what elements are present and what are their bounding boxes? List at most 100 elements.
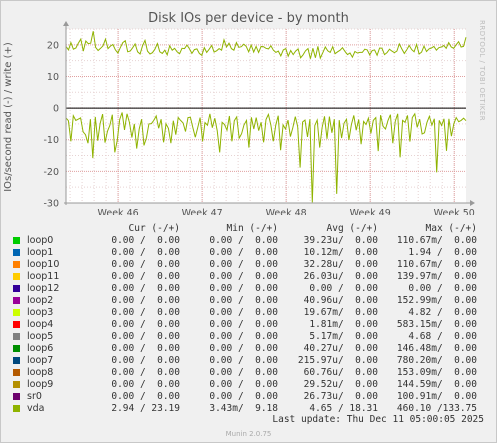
legend-max: 110.67m/ 0.00 xyxy=(396,259,477,270)
legend-min: 0.00 / 0.00 xyxy=(209,343,278,354)
legend-row: vda 2.94 / 23.19 3.43m/ 9.18 4.65 / 18.31 46… xyxy=(0,403,497,415)
legend-row: loop12 0.00 / 0.00 0.00 / 0.00 0.00 / 0.00 0… xyxy=(0,283,497,295)
legend-min: 0.00 / 0.00 xyxy=(209,259,278,270)
legend-swatch xyxy=(13,261,20,268)
legend-row: loop6 0.00 / 0.00 0.00 / 0.00 40.27u/ 0.00 1… xyxy=(0,343,497,355)
legend-swatch xyxy=(13,357,20,364)
legend-cur: 0.00 / 0.00 xyxy=(111,283,180,294)
legend-cur: 0.00 / 0.00 xyxy=(111,271,180,282)
y-tick-label: 0 xyxy=(53,104,59,115)
legend-cur: 0.00 / 0.00 xyxy=(111,307,180,318)
legend-row: loop5 0.00 / 0.00 0.00 / 0.00 5.17m/ 0.00 4.… xyxy=(0,331,497,343)
legend-name: loop12 xyxy=(27,283,60,294)
legend-avg: 26.03u/ 0.00 xyxy=(303,271,378,282)
legend-max: 0.00 / 0.00 xyxy=(408,283,477,294)
legend-min: 0.00 / 0.00 xyxy=(209,379,278,390)
legend-row: loop11 0.00 / 0.00 0.00 / 0.00 26.03u/ 0.00… xyxy=(0,271,497,283)
legend-swatch xyxy=(13,249,20,256)
legend-avg: 1.81m/ 0.00 xyxy=(309,319,378,330)
legend-swatch xyxy=(13,285,20,292)
plot-area xyxy=(66,29,466,203)
series-line-vda-read xyxy=(65,112,467,203)
legend-max: 583.15m/ 0.00 xyxy=(396,319,477,330)
legend-max: 460.10 /133.75 xyxy=(396,403,477,414)
legend-cur: 0.00 / 0.00 xyxy=(111,331,180,342)
legend-min: 0.00 / 0.00 xyxy=(209,319,278,330)
legend-avg: 10.12m/ 0.00 xyxy=(303,247,378,258)
legend-max: 144.59m/ 0.00 xyxy=(396,379,477,390)
legend-header: Cur (-/+) Min (-/+) Avg (-/+) Max (-/+) xyxy=(0,223,477,235)
legend-name: loop10 xyxy=(27,259,60,270)
legend-min: 0.00 / 0.00 xyxy=(209,367,278,378)
legend-swatch xyxy=(13,345,20,352)
legend-row: loop2 0.00 / 0.00 0.00 / 0.00 40.96u/ 0.00 1… xyxy=(0,295,497,307)
legend-swatch xyxy=(13,237,20,244)
legend-cur: 0.00 / 0.00 xyxy=(111,259,180,270)
legend-cur: 0.00 / 0.00 xyxy=(111,379,180,390)
legend-avg: 29.52u/ 0.00 xyxy=(303,379,378,390)
legend-avg: 32.28u/ 0.00 xyxy=(303,259,378,270)
last-update: Last update: Thu Dec 11 05:00:05 2025 xyxy=(272,414,484,425)
legend-max: 100.91m/ 0.00 xyxy=(396,391,477,402)
x-tick-labels: Week 46 Week 47 Week 48 Week 49 Week 50 xyxy=(98,208,475,215)
legend-cur: 0.00 / 0.00 xyxy=(111,391,180,402)
legend-min: 0.00 / 0.00 xyxy=(209,391,278,402)
legend-max: 1.94 / 0.00 xyxy=(408,247,477,258)
chart-title: Disk IOs per device - by month xyxy=(148,11,349,26)
legend-header-avg: Avg (-/+) xyxy=(326,223,378,234)
legend-name: sr0 xyxy=(27,391,42,402)
legend-min: 0.00 / 0.00 xyxy=(209,307,278,318)
legend-row: loop8 0.00 / 0.00 0.00 / 0.00 60.76u/ 0.00 1… xyxy=(0,367,497,379)
legend-min: 0.00 / 0.00 xyxy=(209,295,278,306)
legend-cur: 0.00 / 0.00 xyxy=(111,367,180,378)
legend-swatch xyxy=(13,309,20,316)
legend-cur: 0.00 / 0.00 xyxy=(111,355,180,366)
y-tick-labels: -30 -20 -10 0 10 20 xyxy=(43,40,59,209)
legend-name: loop7 xyxy=(27,355,54,366)
legend-row: loop4 0.00 / 0.00 0.00 / 0.00 1.81m/ 0.00 58… xyxy=(0,319,497,331)
legend-avg: 0.00 / 0.00 xyxy=(309,283,378,294)
legend-cur: 2.94 / 23.19 xyxy=(111,403,180,414)
legend-max: 780.20m/ 0.00 xyxy=(396,355,477,366)
legend-swatch xyxy=(13,405,20,412)
legend-name: loop9 xyxy=(27,379,54,390)
legend-swatch xyxy=(13,321,20,328)
legend-row: loop7 0.00 / 0.00 0.00 / 0.00 215.97u/ 0.00… xyxy=(0,355,497,367)
legend-avg: 40.27u/ 0.00 xyxy=(303,343,378,354)
y-tick-label: 20 xyxy=(47,40,59,51)
legend-name: loop11 xyxy=(27,271,60,282)
legend-max: 146.48m/ 0.00 xyxy=(396,343,477,354)
x-tick-label: Week 46 xyxy=(98,208,139,215)
legend-min: 0.00 / 0.00 xyxy=(209,247,278,258)
legend-max: 153.09m/ 0.00 xyxy=(396,367,477,378)
legend-cur: 0.00 / 0.00 xyxy=(111,247,180,258)
legend-cur: 0.00 / 0.00 xyxy=(111,319,180,330)
legend-max: 152.99m/ 0.00 xyxy=(396,295,477,306)
legend-swatch xyxy=(13,369,20,376)
legend-swatch xyxy=(13,273,20,280)
legend-name: vda xyxy=(27,403,45,414)
y-tick-label: -30 xyxy=(43,199,59,210)
legend-swatch xyxy=(13,297,20,304)
legend-swatch xyxy=(13,333,20,340)
legend-swatch xyxy=(13,393,20,400)
series-line-vda-write xyxy=(65,31,467,60)
series-layer xyxy=(65,31,467,203)
legend-name: loop2 xyxy=(27,295,54,306)
legend-min: 0.00 / 0.00 xyxy=(209,271,278,282)
legend-swatch xyxy=(13,381,20,388)
y-axis-arrow xyxy=(63,21,69,26)
legend-header-min: Min (-/+) xyxy=(226,223,278,234)
legend-avg: 5.17m/ 0.00 xyxy=(309,331,378,342)
legend-avg: 40.96u/ 0.00 xyxy=(303,295,378,306)
legend-header-max: Max (-/+) xyxy=(425,223,477,234)
x-axis-arrow xyxy=(470,200,475,206)
legend-name: loop0 xyxy=(27,235,54,246)
x-tick-label: Week 48 xyxy=(266,208,307,215)
x-tick-label: Week 49 xyxy=(350,208,391,215)
legend-min: 0.00 / 0.00 xyxy=(209,331,278,342)
legend-avg: 215.97u/ 0.00 xyxy=(297,355,378,366)
y-tick-label: -10 xyxy=(43,135,59,146)
legend-row: loop0 0.00 / 0.00 0.00 / 0.00 39.23u/ 0.00 1… xyxy=(0,235,497,247)
